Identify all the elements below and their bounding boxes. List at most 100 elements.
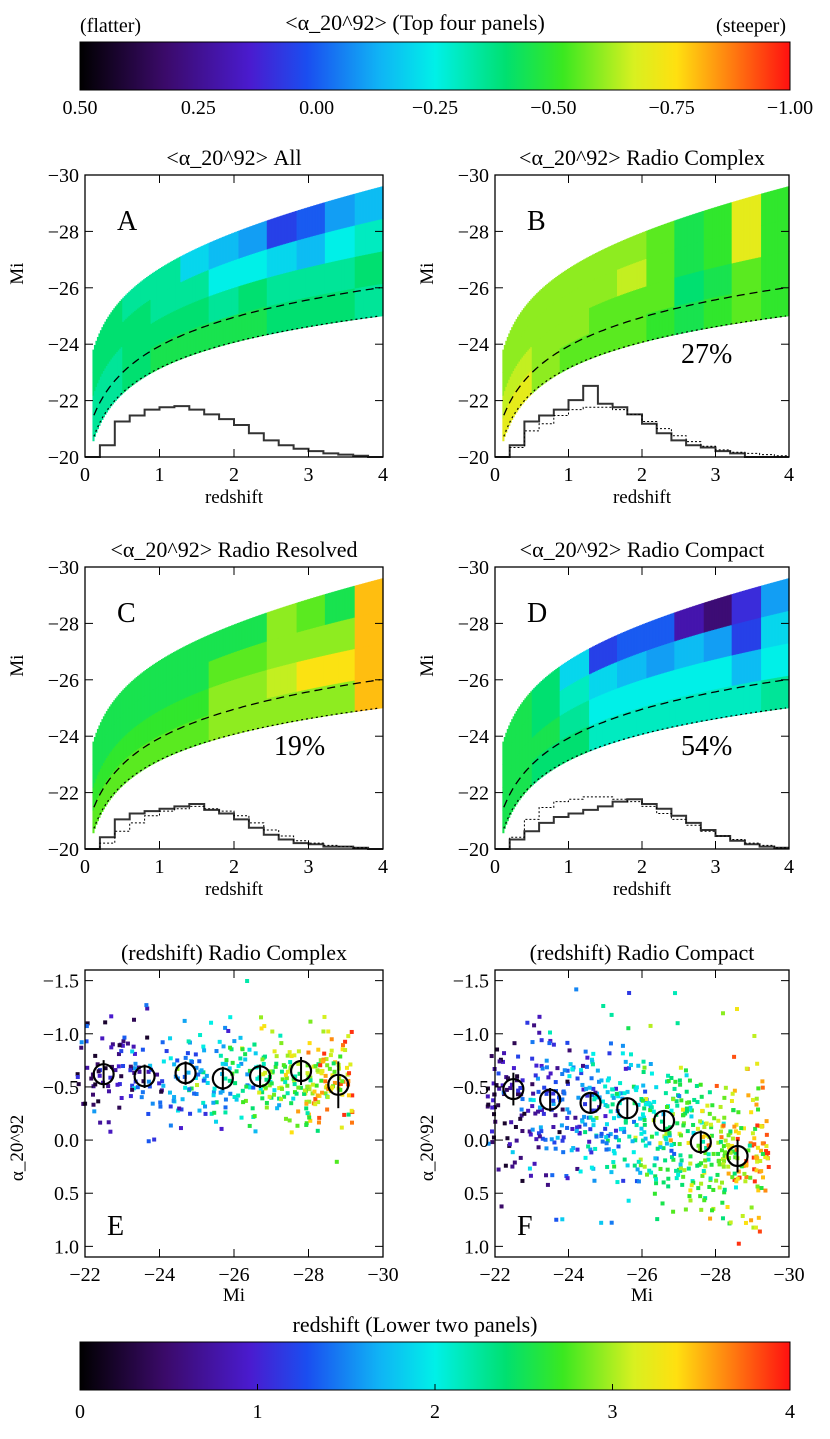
heatmap-cell <box>149 691 152 717</box>
heatmap-cell <box>719 265 722 297</box>
scatter-point <box>714 1178 719 1183</box>
heatmap-cell <box>144 327 147 353</box>
heatmap-cell <box>565 344 568 370</box>
heatmap-cell <box>743 621 746 653</box>
heatmap-cell <box>260 307 263 337</box>
heatmap-cell <box>326 293 329 325</box>
heatmap-cell <box>213 713 216 741</box>
heatmap-cell <box>108 729 111 754</box>
scatter-point <box>263 1070 268 1075</box>
scatter-point <box>732 1171 737 1176</box>
heatmap-cell <box>718 236 721 267</box>
heatmap-cell <box>110 382 113 407</box>
scatter-point <box>714 1083 719 1088</box>
limit-curve-dotted <box>93 315 381 437</box>
scatter-point <box>304 1106 309 1111</box>
heatmap-cell <box>527 349 530 375</box>
scatter-point <box>539 1038 544 1043</box>
scatter-point <box>198 1033 203 1038</box>
heatmap-cell <box>184 279 187 306</box>
heatmap-cell <box>503 736 506 761</box>
heatmap-cell <box>156 711 159 738</box>
heatmap-cell <box>647 677 650 706</box>
heatmap-cell <box>741 198 745 231</box>
heatmap-cell <box>642 706 645 735</box>
scatter-point <box>228 1045 233 1050</box>
heatmap-cell <box>728 625 731 657</box>
heatmap-cell <box>338 290 341 323</box>
heatmap-cell <box>281 636 284 666</box>
scatter-point <box>547 1041 552 1046</box>
heatmap-cell <box>149 299 152 325</box>
heatmap-cell <box>93 782 97 806</box>
heatmap-cell <box>117 694 120 719</box>
heatmap-cell <box>706 690 709 721</box>
heatmap-cell <box>769 646 772 679</box>
scatter-point <box>717 1162 722 1167</box>
scatter-point <box>669 1108 674 1113</box>
heatmap-cell <box>111 749 114 773</box>
scatter-point <box>678 1153 683 1158</box>
heatmap-cell <box>357 647 360 680</box>
scatter-point <box>629 1052 634 1057</box>
heatmap-cell <box>630 291 633 319</box>
scatter-point <box>548 1071 553 1076</box>
scatter-point <box>681 1112 686 1117</box>
scatter-point <box>610 1087 615 1092</box>
heatmap-cell <box>274 217 277 247</box>
x-tick-label: 2 <box>229 464 239 486</box>
heatmap-cell <box>580 260 583 287</box>
heatmap-cell <box>172 703 175 729</box>
heatmap-cell <box>174 702 177 729</box>
heatmap-cell <box>531 321 534 346</box>
heatmap-cell <box>160 317 164 343</box>
scatter-point <box>678 1166 683 1171</box>
scatter-point <box>700 1108 705 1113</box>
heatmap-cell <box>275 667 278 697</box>
scatter-point <box>744 1066 749 1071</box>
x-tick-label: 3 <box>711 856 721 878</box>
heatmap-cell <box>298 661 301 692</box>
scatter-point <box>285 1091 290 1096</box>
heatmap-cell <box>152 322 155 348</box>
heatmap-cell <box>327 292 330 324</box>
heatmap-cell <box>102 370 105 395</box>
heatmap-cell <box>715 658 718 690</box>
scatter-point <box>750 1097 755 1102</box>
heatmap-cell <box>503 344 506 369</box>
heatmap-cell <box>592 280 595 307</box>
heatmap-cell <box>584 284 587 310</box>
heatmap-cell <box>96 359 100 384</box>
heatmap-cell <box>177 257 180 284</box>
heatmap-cell <box>553 278 556 304</box>
heatmap-cell <box>159 659 162 686</box>
heatmap-cell <box>242 676 246 705</box>
scatter-point <box>538 1125 543 1130</box>
heatmap-cell <box>143 352 146 378</box>
scatter-point <box>744 1162 749 1167</box>
heatmap-cell <box>503 390 506 414</box>
scatter-point <box>614 1086 619 1091</box>
heatmap-cell <box>366 677 369 711</box>
heatmap-cell <box>714 689 717 720</box>
heatmap-cell <box>174 284 177 311</box>
y-tick-label: 1.0 <box>54 1236 79 1258</box>
heatmap-cell <box>120 691 123 716</box>
heatmap-cell <box>596 330 599 357</box>
heatmap-cell <box>163 682 167 708</box>
y-tick-label: −30 <box>48 165 79 187</box>
heatmap-cell <box>144 302 147 328</box>
scatter-point <box>605 1104 610 1109</box>
scatter-point <box>743 1179 748 1184</box>
heatmap-cell <box>344 588 347 620</box>
heatmap-cell <box>162 683 165 709</box>
heatmap-cell <box>149 274 152 300</box>
heatmap-cell <box>518 337 521 362</box>
heatmap-cell <box>693 301 696 332</box>
heatmap-cell <box>105 342 108 367</box>
heatmap-cell <box>147 349 150 375</box>
scatter-point <box>679 1158 684 1163</box>
heatmap-cell <box>201 664 204 692</box>
heatmap-cell <box>198 691 201 719</box>
heatmap-cell <box>511 350 514 374</box>
